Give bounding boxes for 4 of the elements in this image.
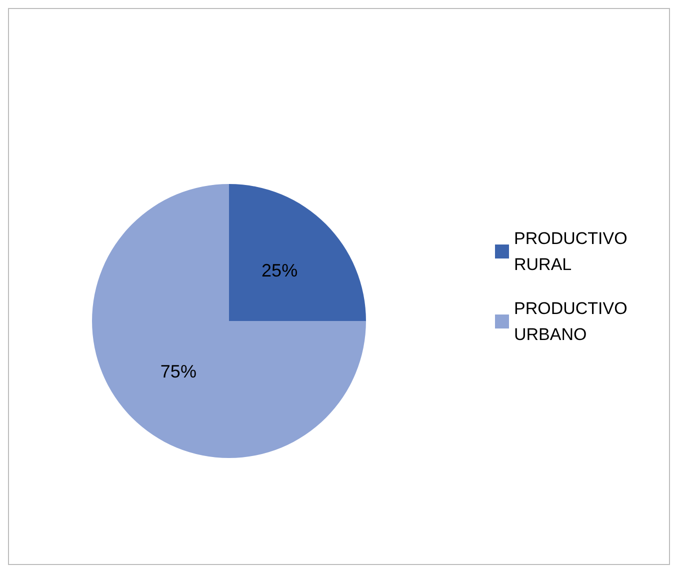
legend-label: PRODUCTIVO URBANO (514, 299, 632, 344)
legend-label: PRODUCTIVO RURAL (514, 229, 632, 274)
data-label: 25% (262, 260, 298, 280)
data-label: 75% (160, 362, 196, 382)
